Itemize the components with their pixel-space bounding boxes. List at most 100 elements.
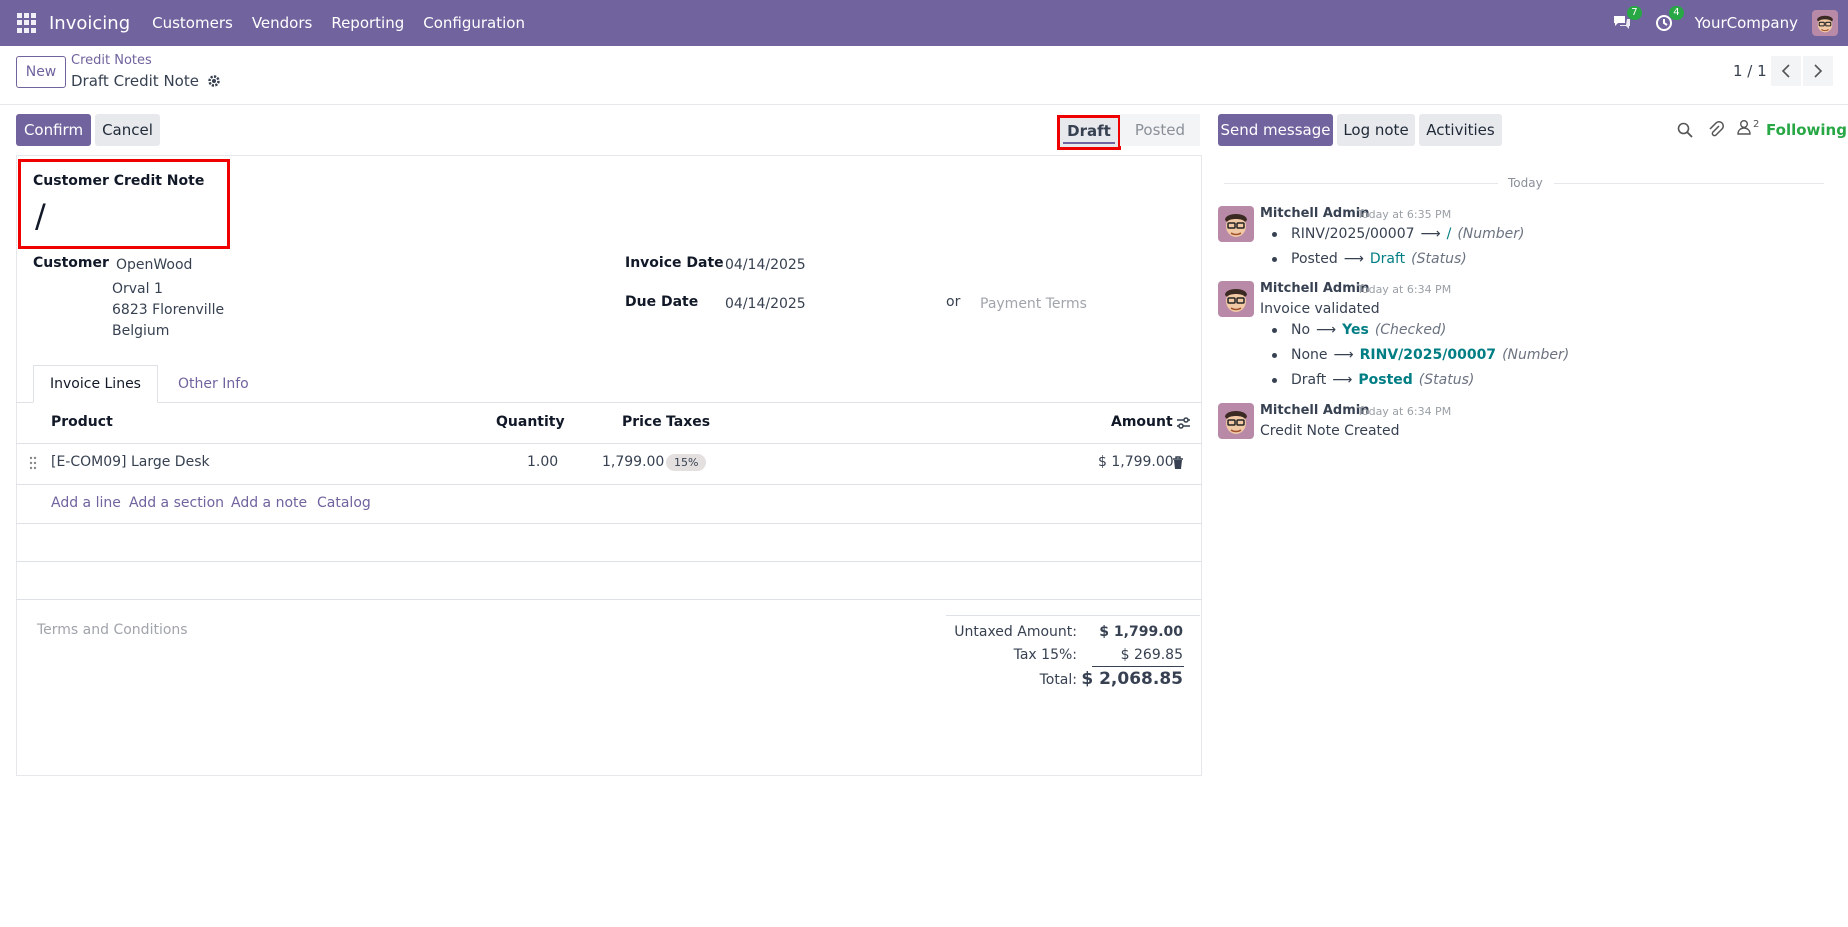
arrow-right-icon: ⟶ (1333, 347, 1354, 363)
or-text: or (946, 294, 961, 310)
user-avatar[interactable] (1812, 10, 1838, 36)
activities-button-chatter[interactable]: Activities (1419, 114, 1502, 146)
menu-reporting[interactable]: Reporting (331, 14, 405, 32)
address-line-3: Belgium (112, 323, 170, 339)
tracking-field: (Status) (1418, 372, 1475, 388)
arrow-right-icon: ⟶ (1332, 372, 1353, 388)
tracking-value: Posted ⟶ Draft (Status) (1272, 251, 1467, 267)
totals-top-divider (946, 615, 1200, 616)
tax-label: Tax 15%: (1013, 647, 1077, 663)
message-time: Today at 6:35 PM (1357, 208, 1452, 221)
status-posted[interactable]: Posted (1120, 114, 1200, 146)
paperclip-icon[interactable] (1708, 121, 1724, 139)
tracking-field: (Status) (1411, 251, 1467, 267)
col-price-header[interactable]: Price (622, 414, 662, 430)
message-author[interactable]: Mitchell Admin (1260, 206, 1370, 221)
add-section-link[interactable]: Add a section (129, 495, 225, 511)
menu-customers[interactable]: Customers (152, 14, 233, 32)
followers-count: 2 (1753, 119, 1760, 130)
tab-invoice-lines[interactable]: Invoice Lines (33, 365, 158, 403)
status-posted-label: Posted (1134, 121, 1186, 139)
column-settings-icon[interactable] (1176, 416, 1191, 430)
tracking-old: Draft (1291, 372, 1327, 388)
tracking-old: Posted (1291, 251, 1338, 267)
pager-next-button[interactable] (1803, 56, 1833, 86)
gear-icon[interactable] (207, 74, 221, 88)
messages-button[interactable]: 7 (1611, 6, 1642, 34)
user-avatar-icon (1218, 403, 1254, 439)
invoice-date-field[interactable]: 04/14/2025 (725, 257, 806, 273)
tracking-value: No ⟶ Yes (Checked) (1272, 322, 1446, 338)
log-note-button[interactable]: Log note (1337, 114, 1415, 146)
status-draft-label: Draft (1063, 122, 1115, 144)
breadcrumb-current-label: Draft Credit Note (71, 72, 199, 90)
line-price[interactable]: 1,799.00 (602, 454, 665, 470)
tracking-field: (Checked) (1374, 322, 1447, 338)
message-time: Today at 6:34 PM (1357, 405, 1452, 418)
company-switcher[interactable]: YourCompany (1694, 14, 1798, 32)
message-time: Today at 6:34 PM (1357, 283, 1452, 296)
avatar[interactable] (1218, 281, 1254, 317)
chatter-date-separator: Today (1224, 176, 1824, 190)
new-button[interactable]: New (16, 56, 66, 88)
tracking-old: No (1291, 322, 1311, 338)
due-date-field[interactable]: 04/14/2025 (725, 296, 806, 312)
address-line-2: 6823 Florenville (112, 302, 225, 318)
following-button[interactable]: Following (1766, 121, 1847, 139)
tracking-field: (Number) (1502, 347, 1570, 363)
invoice-date-label: Invoice Date (625, 255, 724, 271)
tracking-new: Yes (1342, 322, 1369, 338)
tracking-new: Posted (1358, 372, 1413, 388)
catalog-link[interactable]: Catalog (317, 495, 371, 511)
clock-icon (1655, 15, 1672, 31)
terms-conditions-field[interactable]: Terms and Conditions (37, 622, 188, 638)
search-icon[interactable] (1677, 122, 1693, 138)
add-line-link[interactable]: Add a line (51, 495, 121, 511)
line-product[interactable]: [E-COM09] Large Desk (51, 454, 210, 470)
add-note-link[interactable]: Add a note (231, 495, 308, 511)
send-message-button[interactable]: Send message (1218, 114, 1333, 146)
activities-button[interactable]: 4 (1653, 6, 1684, 34)
line-quantity[interactable]: 1.00 (527, 454, 559, 470)
tracking-value: RINV/2025/00007 ⟶ / (Number) (1272, 226, 1524, 242)
col-product-header[interactable]: Product (51, 414, 113, 430)
messages-badge: 7 (1627, 6, 1642, 20)
pager-value[interactable]: 1 / 1 (1733, 62, 1767, 80)
followers-button[interactable]: 2 (1737, 119, 1759, 135)
avatar[interactable] (1218, 206, 1254, 242)
col-taxes-header[interactable]: Taxes (666, 414, 711, 430)
menu-vendors[interactable]: Vendors (251, 14, 313, 32)
message-author[interactable]: Mitchell Admin (1260, 403, 1370, 418)
customer-field[interactable]: OpenWood (116, 257, 193, 273)
date-separator-label: Today (1508, 176, 1543, 190)
menu-configuration[interactable]: Configuration (423, 14, 525, 32)
app-brand[interactable]: Invoicing (49, 12, 131, 34)
chat-bubbles-icon (1613, 16, 1630, 29)
activities-badge: 4 (1669, 6, 1684, 20)
trash-icon[interactable] (1172, 456, 1184, 470)
drag-handle-icon[interactable] (29, 456, 37, 470)
pager-previous-button[interactable] (1771, 56, 1801, 86)
confirm-button[interactable]: Confirm (16, 114, 91, 146)
message-author[interactable]: Mitchell Admin (1260, 281, 1370, 296)
col-amount-header[interactable]: Amount (1111, 414, 1173, 430)
payment-terms-field[interactable]: Payment Terms (980, 296, 1087, 312)
total-label: Total: (1039, 672, 1077, 688)
tab-other-info[interactable]: Other Info (178, 376, 249, 392)
cancel-button[interactable]: Cancel (95, 114, 160, 146)
col-quantity-header[interactable]: Quantity (496, 414, 565, 430)
apps-menu-icon[interactable] (17, 13, 37, 33)
chevron-left-icon (1781, 64, 1790, 78)
total-divider (1092, 666, 1184, 667)
tracking-old: None (1291, 347, 1328, 363)
line-tax-tag[interactable]: 15% (666, 454, 707, 471)
avatar[interactable] (1218, 403, 1254, 439)
arrow-right-icon: ⟶ (1343, 251, 1364, 267)
top-navbar: Invoicing Customers Vendors Reporting Co… (0, 0, 1848, 46)
table-divider-1 (16, 523, 1202, 524)
document-number[interactable]: / (35, 197, 46, 235)
user-avatar-icon (1218, 206, 1254, 242)
status-draft[interactable]: Draft (1057, 115, 1121, 150)
breadcrumb-credit-notes[interactable]: Credit Notes (71, 53, 152, 68)
table-divider-2 (16, 561, 1202, 562)
